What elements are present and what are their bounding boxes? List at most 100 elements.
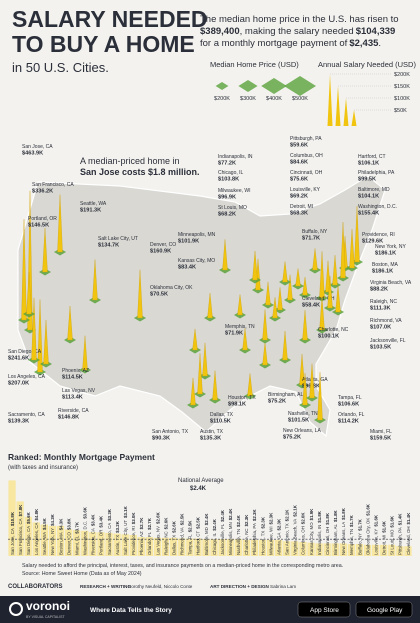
city-salary: $77.2K — [218, 161, 236, 167]
app-store[interactable]: App Store — [310, 607, 339, 614]
mortgage-label: Chicago, IL$2.4K — [212, 518, 217, 555]
intro-figure: $104,339 — [356, 26, 396, 37]
mortgage-label: Houston, TX $2.3K — [260, 516, 265, 555]
mortgage-bar — [339, 543, 347, 556]
mortgage-label: Birmingham, AL$1.8K — [333, 509, 338, 555]
mortgage-bar — [89, 532, 97, 556]
city-name: Minneapolis, MN — [178, 232, 216, 238]
app-store-badge[interactable] — [297, 601, 351, 618]
salary-spike — [282, 261, 288, 283]
mortgage-label: New Orleans, LA $1.8K — [341, 507, 346, 555]
mortgage-label: Las Vegas, NV $2.6K — [155, 511, 160, 555]
mortgage-bar — [380, 544, 388, 556]
mortgage-value: $3.1K — [123, 505, 128, 518]
mortgage-value: $3.6K — [83, 506, 88, 519]
mortgage-value: $4.3K — [50, 513, 55, 526]
mortgage-label: Cincinnati, OH $1.8K — [325, 512, 330, 555]
mortgage-value: $1.9K — [309, 508, 314, 521]
note: Salary needed to afford the principal, i… — [22, 563, 343, 569]
city-salary: $71.9K — [225, 331, 243, 337]
mortgage-label: Portland, OR $3.4K — [99, 515, 104, 555]
mortgage-value: $1.4K — [398, 513, 403, 526]
salary-spike — [212, 370, 218, 401]
mortgage-label: Minneapolis, MN$2.4K — [228, 508, 233, 555]
mortgage-value: $7.8K — [18, 504, 23, 517]
mortgage-label: Milwaukee, WI$2.3K — [268, 512, 273, 555]
salary-spike — [43, 319, 49, 365]
mortgage-city: Hartford, CT — [196, 531, 201, 555]
mortgage-city: Los Angeles, CA — [34, 522, 39, 555]
salary-spike — [282, 330, 288, 361]
mortgage-city: Seattle, WA — [42, 532, 47, 555]
google-play[interactable]: Google Play — [367, 607, 403, 614]
mortgage-city: Pittsburgh, PA — [398, 527, 403, 555]
mortgage-city: San Diego, CA — [26, 526, 31, 555]
salary-spike — [265, 281, 271, 306]
mortgage-value: $3.7K — [74, 521, 79, 534]
city-salary: $101.9K — [178, 239, 199, 245]
city-salary: $88.2K — [370, 287, 388, 293]
city-name: Pittsburgh, PA — [290, 136, 322, 142]
mortgage-city: Detroit, MI — [382, 535, 387, 555]
mortgage-bar — [16, 501, 24, 556]
mortgage-value: $2.5K — [180, 513, 185, 526]
mortgage-bar — [275, 539, 283, 556]
legend-spike — [343, 98, 349, 126]
city-name: San Antonio, TX — [152, 429, 189, 435]
mortgage-value: $1.7K — [349, 514, 354, 527]
city-salary: $70.5K — [150, 292, 168, 298]
city-name: Detroit, MI — [290, 204, 313, 210]
mortgage-bar — [250, 539, 259, 556]
city-salary: $336.2K — [32, 189, 53, 195]
mortgage-bar — [291, 541, 299, 556]
mortgage-bar — [194, 538, 202, 556]
city-salary: $96.9K — [218, 195, 236, 201]
legend-spike — [351, 110, 357, 126]
salary-spike — [299, 353, 305, 386]
mortgage-bar — [315, 543, 323, 556]
mortgage-city: Dallas, TX — [171, 535, 176, 555]
legend-tick: $500K — [292, 96, 308, 102]
intro-text: for a monthly mortgage payment of — [200, 38, 348, 49]
mortgage-value: $1.6K — [365, 503, 370, 516]
mortgage-bar — [161, 537, 170, 556]
average-value: $2.4K — [190, 486, 207, 492]
city-salary: $69.2K — [290, 194, 308, 200]
collaborators: COLLABORATORS — [8, 584, 62, 590]
mortgage-bar — [266, 539, 275, 556]
city-salary: $186.1K — [375, 251, 396, 257]
mortgage-label: Raleigh, NC$2.6K — [163, 517, 168, 555]
legend-tick: $100K — [394, 96, 410, 102]
city-salary: $114.5K — [62, 375, 83, 381]
mortgage-city: Denver, CO — [66, 531, 71, 555]
mortgage-value: $2.4K — [204, 513, 209, 526]
city-name: Hartford, CT — [358, 154, 386, 160]
mortgage-city: Memphis, TN — [349, 529, 354, 555]
mortgage-bar — [372, 544, 380, 556]
mortgage-bar — [210, 539, 218, 556]
city-name: Providence, RI — [362, 232, 395, 238]
google-play-badge[interactable] — [355, 601, 413, 618]
mortgage-bar — [24, 516, 32, 556]
mortgage-bar — [97, 532, 105, 556]
legend-spike — [335, 86, 341, 126]
salary-spike — [207, 292, 213, 319]
city-name: Boston, MA — [372, 262, 399, 268]
mortgage-label: San Antonio, TX$2.1K — [285, 509, 290, 555]
mortgage-label: Salt Lake City, UT $3.1K — [123, 505, 128, 555]
city-name: Milwaukee, WI — [218, 188, 251, 194]
city-name: Seattle, WA — [80, 201, 107, 207]
mortgage-label: Pittsburgh, PA$1.4K — [398, 513, 403, 555]
callout-line: San Jose costs $1.8 million. — [80, 167, 200, 177]
city-salary: $100.1K — [318, 334, 339, 340]
city-salary: $191.3K — [80, 208, 101, 214]
title-line: SALARY NEEDED — [12, 6, 208, 32]
mortgage-label: Memphis, TN $1.7K — [349, 514, 354, 555]
mortgage-label: Washington, D.C. $3.6K — [83, 506, 88, 555]
mortgage-bar — [258, 539, 267, 556]
mortgage-bar — [404, 546, 412, 556]
mortgage-label: Cleveland, OH$1.4K — [406, 512, 411, 555]
city-salary: $207.0K — [8, 381, 29, 387]
subtitle: in 50 U.S. Cities. — [12, 60, 109, 75]
mortgage-value: $2.6K — [171, 520, 176, 533]
